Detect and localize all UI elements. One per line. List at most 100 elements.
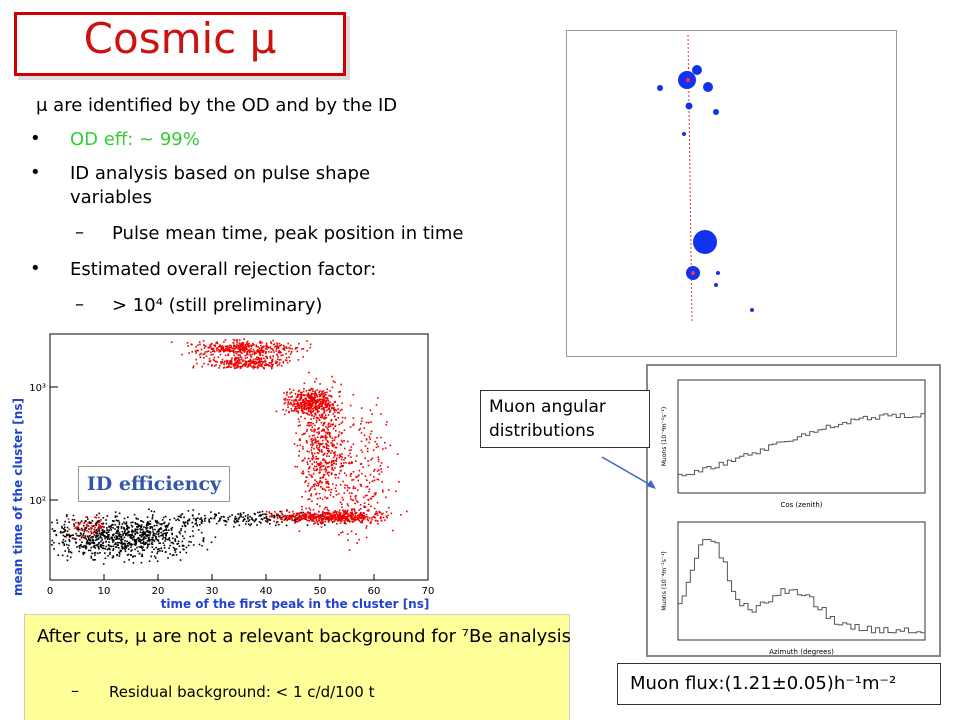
scatter-dot: [257, 511, 259, 514]
scatter-dot: [260, 360, 263, 363]
scatter-dot: [340, 439, 343, 442]
scatter-dot: [165, 534, 167, 537]
scatter-dot: [250, 344, 253, 347]
scatter-dot: [130, 550, 132, 552]
scatter-dot: [312, 472, 315, 475]
scatter-dot: [224, 520, 227, 522]
scatter-dot: [279, 344, 281, 347]
scatter-dot: [327, 441, 329, 443]
scatter-dot: [155, 546, 157, 549]
scatter-dot: [289, 388, 291, 391]
scatter-dot: [326, 512, 329, 514]
scatter-dot: [360, 512, 362, 514]
scatter-dot: [183, 516, 185, 519]
scatter-dot: [151, 541, 153, 543]
scatter-dot: [294, 522, 296, 524]
scatter-dot: [250, 523, 253, 525]
scatter-dot: [325, 517, 328, 519]
scatter-dot: [98, 529, 100, 532]
scatter-dot: [53, 541, 55, 544]
scatter-dot: [327, 447, 330, 450]
scatter-dot: [170, 541, 173, 544]
scatter-dot: [337, 408, 339, 410]
scatter-dot: [301, 410, 304, 413]
scatter-dot: [262, 361, 264, 363]
scatter-dot: [364, 457, 366, 459]
scatter-dot: [129, 534, 132, 537]
scatter-dot: [141, 555, 144, 558]
scatter-dot: [306, 394, 308, 397]
scatter-dot: [111, 534, 114, 536]
scatter-dot: [325, 447, 328, 449]
scatter-dot: [295, 347, 297, 349]
scatter-dot: [356, 542, 358, 544]
scatter-dot: [263, 357, 265, 359]
scatter-dot: [276, 344, 279, 346]
scatter-dot: [322, 407, 325, 409]
scatter-dot: [323, 474, 325, 476]
x-tick-label: 60: [368, 586, 381, 597]
scatter-dot: [335, 459, 338, 461]
scatter-dot: [197, 344, 199, 346]
scatter-dot: [84, 527, 86, 529]
scatter-dot: [62, 538, 65, 541]
bullet-dot: •: [30, 162, 41, 183]
scatter-dot: [85, 543, 88, 545]
scatter-dot: [316, 431, 318, 434]
scatter-dot: [293, 403, 296, 405]
scatter-dot: [76, 534, 78, 537]
scatter-dot: [311, 396, 314, 399]
scatter-dot: [330, 462, 333, 464]
scatter-dot: [367, 464, 370, 467]
scatter-dot: [126, 524, 128, 527]
scatter-dot: [134, 530, 137, 532]
scatter-dot: [242, 344, 244, 347]
scatter-dot: [323, 408, 325, 410]
scatter-dot: [316, 521, 319, 523]
scatter-dot: [325, 481, 327, 483]
scatter-dot: [313, 401, 316, 404]
scatter-dot: [209, 344, 211, 346]
scatter-dot: [131, 526, 134, 528]
scatter-dot: [298, 404, 300, 406]
scatter-dot: [327, 509, 330, 512]
scatter-dot: [120, 539, 122, 541]
scatter-dot: [247, 360, 250, 362]
scatter-dot: [118, 538, 121, 540]
scatter-dot: [209, 360, 211, 363]
scatter-dot: [326, 432, 329, 435]
scatter-dot: [302, 394, 305, 396]
scatter-dot: [320, 486, 322, 488]
scatter-dot: [311, 513, 314, 516]
scatter-dot: [231, 347, 233, 349]
scatter-dot: [308, 394, 310, 397]
scatter-dot: [351, 461, 353, 464]
scatter-dot: [298, 342, 300, 345]
scatter-dot: [282, 361, 285, 364]
scatter-dot: [314, 395, 316, 398]
scatter-dot: [142, 530, 145, 533]
scatter-dot: [98, 520, 101, 522]
scatter-dot: [331, 403, 334, 405]
scatter-dot: [85, 546, 88, 548]
scatter-dot: [370, 521, 372, 523]
scatter-dot: [239, 361, 241, 363]
scatter-dot: [92, 546, 95, 548]
scatter-dot: [310, 517, 312, 520]
scatter-dot: [136, 532, 139, 534]
scatter-dot: [310, 424, 312, 426]
scatter-dot: [102, 533, 104, 536]
scatter-dot: [315, 413, 317, 416]
scatter-dot: [315, 378, 318, 380]
scatter-dot: [195, 520, 198, 522]
scatter-dot: [294, 348, 297, 350]
scatter-dot: [277, 515, 280, 517]
scatter-dot: [271, 360, 274, 362]
scatter-dot: [218, 351, 221, 353]
scatter-dot: [332, 445, 334, 448]
scatter-dot: [352, 424, 354, 426]
scatter-dot: [241, 365, 244, 367]
scatter-dot: [120, 527, 123, 529]
scatter-dot: [283, 515, 285, 518]
scatter-dot: [238, 524, 241, 527]
